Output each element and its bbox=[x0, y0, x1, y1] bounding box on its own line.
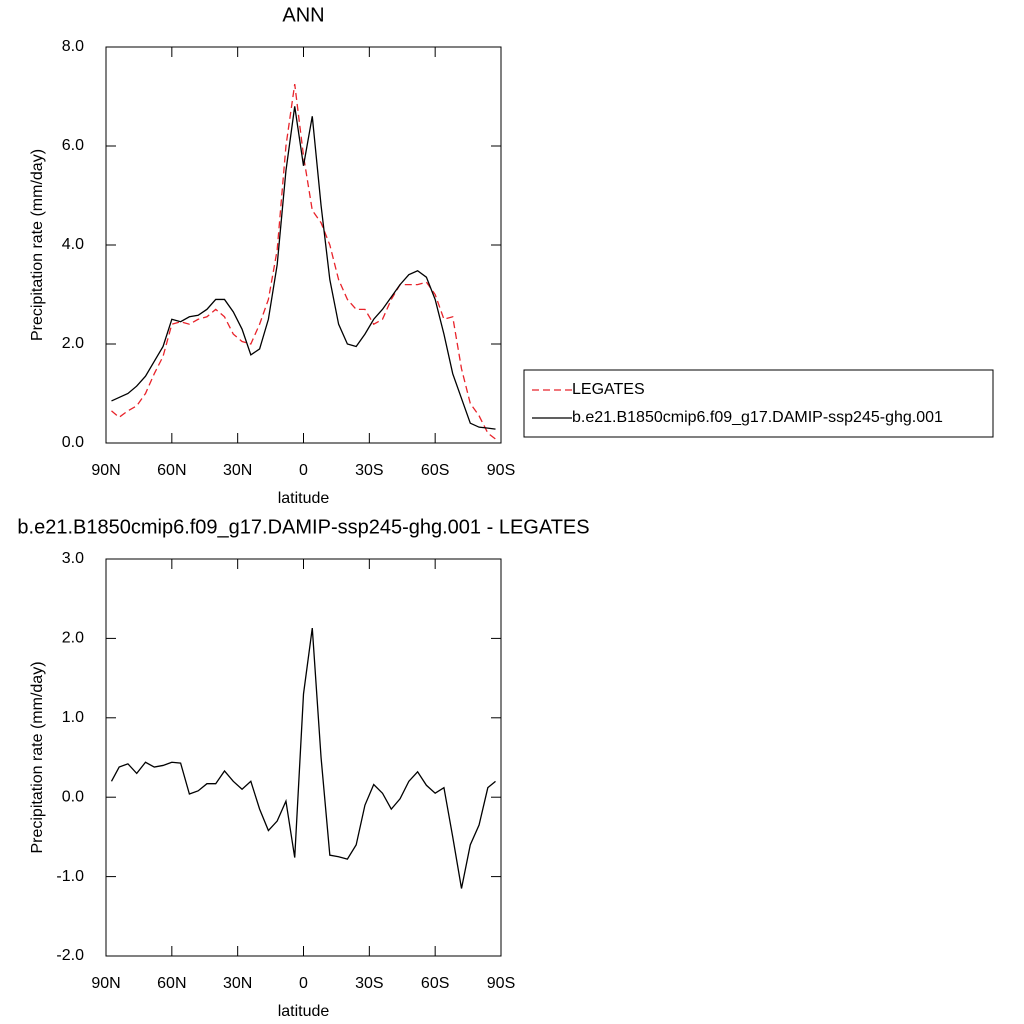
y-tick-label: 6.0 bbox=[62, 137, 84, 154]
x-tick-label: 60N bbox=[157, 975, 186, 992]
x-tick-label: 90S bbox=[487, 975, 515, 992]
x-tick-label: 90N bbox=[91, 462, 120, 479]
plot-frame bbox=[105, 46, 502, 444]
x-tick-label: 30N bbox=[223, 462, 252, 479]
y-tick-label: -1.0 bbox=[56, 868, 84, 885]
y-tick-label: 2.0 bbox=[62, 335, 84, 352]
y-tick-label: 3.0 bbox=[62, 550, 84, 567]
legend-box bbox=[523, 369, 994, 438]
chart-title: ANN bbox=[282, 4, 324, 26]
plot-frame bbox=[105, 558, 502, 957]
legend-label: LEGATES bbox=[572, 381, 645, 398]
y-tick-label: 8.0 bbox=[62, 38, 84, 55]
chart-title: b.e21.B1850cmip6.f09_g17.DAMIP-ssp245-gh… bbox=[17, 516, 589, 538]
y-axis-label: Precipitation rate (mm/day) bbox=[29, 149, 46, 341]
x-tick-label: 60N bbox=[157, 462, 186, 479]
y-tick-label: 0.0 bbox=[62, 434, 84, 451]
x-tick-label: 0 bbox=[299, 462, 308, 479]
series-line bbox=[111, 106, 496, 430]
x-tick-label: 30S bbox=[355, 462, 383, 479]
y-tick-label: 0.0 bbox=[62, 788, 84, 805]
x-tick-label: 90S bbox=[487, 462, 515, 479]
x-tick-label: 60S bbox=[421, 462, 449, 479]
x-tick-label: 90N bbox=[91, 975, 120, 992]
series-line bbox=[111, 84, 496, 440]
legend-label: b.e21.B1850cmip6.f09_g17.DAMIP-ssp245-gh… bbox=[572, 409, 943, 426]
x-axis-label: latitude bbox=[278, 1003, 330, 1020]
y-tick-label: 1.0 bbox=[62, 709, 84, 726]
y-tick-label: 4.0 bbox=[62, 236, 84, 253]
x-tick-label: 30N bbox=[223, 975, 252, 992]
x-tick-label: 30S bbox=[355, 975, 383, 992]
y-axis-label: Precipitation rate (mm/day) bbox=[29, 661, 46, 853]
x-tick-label: 0 bbox=[299, 975, 308, 992]
x-tick-label: 60S bbox=[421, 975, 449, 992]
x-axis-label: latitude bbox=[278, 490, 330, 507]
series-line bbox=[110, 627, 496, 889]
y-tick-label: 2.0 bbox=[62, 630, 84, 647]
y-tick-label: -2.0 bbox=[56, 947, 84, 964]
